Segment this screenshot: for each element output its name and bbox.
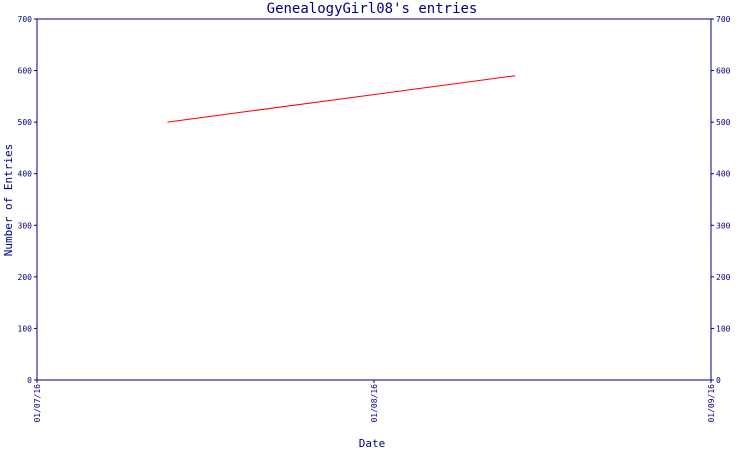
y-tick-label-left: 300 (18, 221, 33, 230)
y-axis-left: 0 100 200 300 400 500 600 700 (18, 15, 37, 385)
y-tick-label-right: 500 (716, 118, 731, 127)
y-tick-label-right: 300 (716, 221, 731, 230)
y-tick-label-right: 600 (716, 67, 731, 76)
y-tick-label-left: 700 (18, 15, 33, 24)
series-group (167, 75, 516, 123)
y-tick-label-right: 200 (716, 273, 731, 282)
y-tick-label-left: 600 (18, 67, 33, 76)
x-tick-label: 01/09/16 (707, 384, 716, 423)
x-axis-label: Date (359, 437, 386, 450)
x-tick-label: 01/07/16 (33, 384, 42, 423)
series-line-0 (167, 75, 516, 123)
y-tick-label-left: 100 (18, 324, 33, 333)
x-axis: 01/07/16 01/08/16 01/09/16 (33, 380, 716, 423)
y-tick-label-right: 700 (716, 15, 731, 24)
chart-title: GenealogyGirl08's entries (267, 1, 478, 17)
y-tick-label-left: 200 (18, 273, 33, 282)
y-tick-label-right: 0 (716, 376, 721, 385)
x-tick-label: 01/08/16 (370, 384, 379, 423)
y-axis-label: Number of Entries (2, 144, 15, 257)
y-axis-right: 0 100 200 300 400 500 600 700 (711, 15, 731, 385)
y-tick-label-right: 100 (716, 324, 731, 333)
y-tick-label-left: 400 (18, 170, 33, 179)
y-tick-label-left: 0 (27, 376, 32, 385)
y-tick-label-right: 400 (716, 170, 731, 179)
y-tick-label-left: 500 (18, 118, 33, 127)
